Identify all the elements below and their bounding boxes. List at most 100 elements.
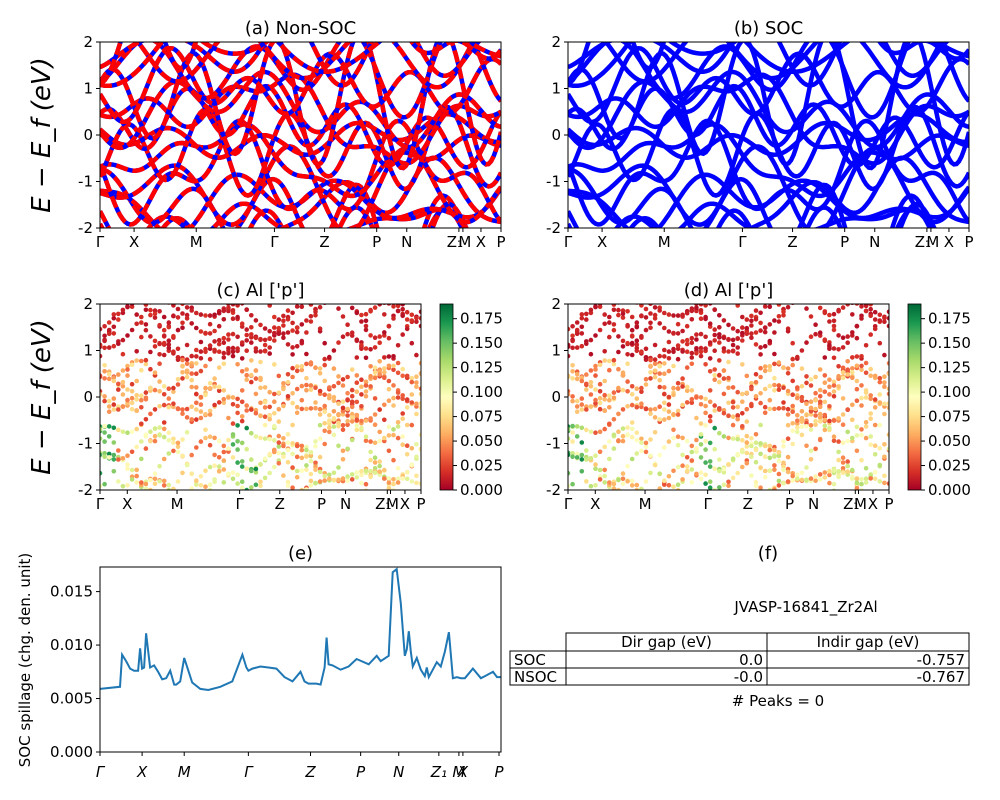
band-point: [845, 438, 850, 444]
band-point: [148, 349, 153, 355]
band-point: [354, 355, 360, 360]
band-point: [584, 317, 589, 322]
band-point: [106, 434, 112, 439]
band-point: [285, 432, 291, 437]
band-point: [643, 315, 649, 320]
band-point: [712, 377, 717, 383]
band-point: [684, 438, 690, 444]
band-point: [675, 380, 681, 386]
band-point: [781, 313, 786, 318]
band-point: [102, 333, 107, 339]
band-point: [221, 308, 227, 314]
band-point: [744, 390, 750, 396]
band-point: [409, 400, 415, 405]
band-point: [290, 345, 295, 350]
y-tick-label: 2: [551, 295, 561, 313]
band-point: [161, 333, 167, 339]
band-point: [152, 481, 158, 487]
band-point: [354, 475, 360, 480]
band-point: [675, 343, 681, 348]
band-point: [134, 491, 139, 496]
band-point: [850, 312, 855, 317]
band-point: [776, 483, 782, 488]
band-point: [836, 469, 841, 474]
band-point: [184, 462, 190, 468]
band-point: [216, 341, 222, 347]
band-point: [391, 383, 396, 388]
band-point: [120, 379, 126, 385]
band-point: [629, 352, 635, 358]
band-point: [363, 438, 369, 444]
band-line-red: [100, 144, 501, 228]
band-point: [395, 420, 401, 425]
band-point: [602, 312, 607, 317]
band-point: [212, 435, 217, 441]
band-point: [272, 464, 277, 470]
band-point: [175, 315, 181, 320]
band-point: [331, 432, 337, 438]
band-point: [194, 478, 199, 484]
band-point: [625, 379, 630, 384]
band-point: [134, 358, 139, 363]
band-point: [758, 328, 763, 333]
band-point: [134, 378, 139, 384]
y-tick-label: -2: [78, 219, 93, 237]
colorbar: [907, 303, 922, 491]
band-point: [785, 304, 791, 310]
band-point: [744, 444, 750, 449]
band-point: [662, 417, 667, 422]
band-point: [689, 480, 695, 485]
panel-e-frame: [99, 566, 502, 753]
band-point: [308, 360, 314, 365]
band-point: [226, 415, 231, 421]
band-point: [840, 345, 846, 350]
band-point: [698, 476, 704, 482]
band-point: [327, 395, 332, 401]
band-point: [703, 346, 708, 351]
band-point: [859, 427, 864, 432]
band-point: [568, 392, 571, 397]
band-point: [281, 386, 286, 392]
band-point: [143, 395, 149, 401]
band-point: [735, 351, 740, 356]
band-point: [400, 332, 406, 337]
band-point: [827, 418, 832, 424]
band-point: [354, 412, 360, 418]
band-point: [262, 385, 268, 390]
band-point: [180, 437, 185, 442]
band-point: [740, 411, 745, 416]
band-point: [189, 371, 194, 376]
band-point: [235, 423, 240, 428]
x-tick-label: X: [136, 763, 148, 781]
band-point: [111, 331, 117, 336]
band-point: [286, 491, 291, 496]
band-point: [620, 476, 626, 482]
band-point: [758, 310, 763, 316]
band-point: [877, 375, 883, 381]
band-point: [707, 399, 713, 405]
band-point: [863, 435, 869, 441]
band-point: [194, 391, 199, 397]
band-point: [184, 430, 190, 435]
band-point: [735, 470, 740, 476]
band-point: [634, 338, 640, 344]
band-point: [859, 298, 864, 303]
band-point: [671, 385, 676, 391]
band-point: [143, 307, 149, 313]
band-point: [102, 439, 107, 444]
band-point: [116, 448, 121, 453]
band-point: [327, 476, 332, 482]
band-point: [753, 479, 759, 485]
band-point: [625, 404, 630, 409]
x-tick-label: Z: [304, 763, 316, 781]
band-point: [652, 305, 658, 310]
band-point: [290, 374, 295, 380]
band-point: [574, 371, 580, 377]
band-point: [157, 463, 162, 469]
band-point: [244, 348, 249, 354]
band-point: [216, 323, 222, 329]
band-point: [157, 322, 162, 328]
band-point: [400, 411, 406, 416]
band-point: [175, 376, 181, 382]
band-point: [221, 355, 227, 360]
